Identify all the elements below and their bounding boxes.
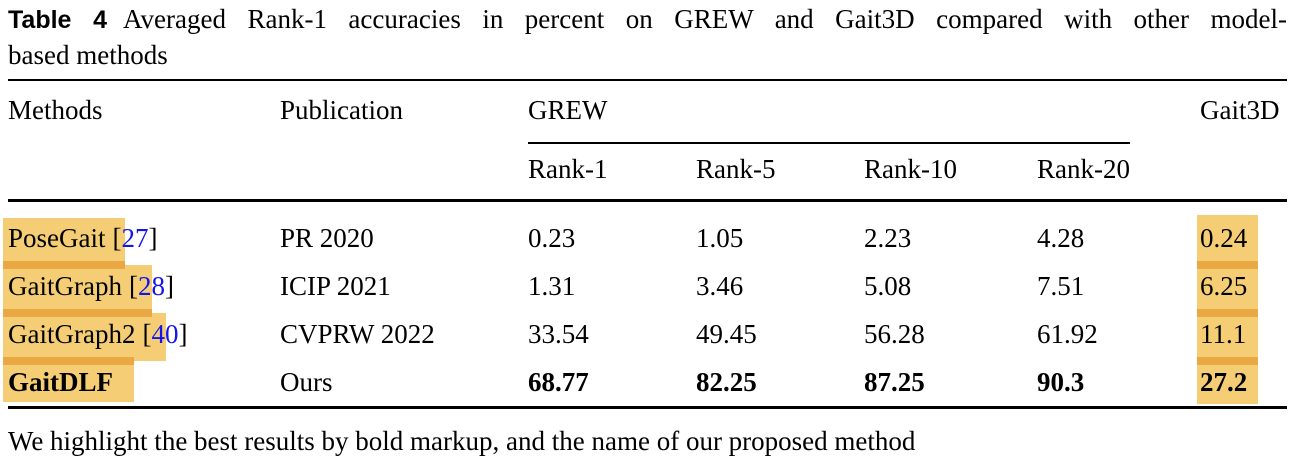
col-header-methods: Methods	[8, 95, 103, 125]
gait3d-value: 11.1	[1200, 319, 1247, 349]
highlight-method-gaitgraph	[3, 265, 152, 313]
rank5-value: 49.45	[696, 319, 757, 349]
table-row-ours: GaitDLF Ours 68.77 82.25 87.25 90.3 27.2	[0, 358, 1295, 406]
gait3d-value: 0.24	[1200, 223, 1248, 253]
citation-link[interactable]: 27	[121, 223, 149, 253]
rank10-value: 2.23	[864, 223, 912, 253]
table-row: PoseGait [27] PR 2020 0.23 1.05 2.23 4.28…	[0, 214, 1295, 262]
rank10-value: 56.28	[864, 319, 925, 349]
citation-link[interactable]: 28	[137, 271, 165, 301]
table-caption-label: Table 4	[8, 6, 108, 34]
highlight-gait3d-row2	[1197, 265, 1258, 313]
highlight-overlap-band	[1197, 309, 1258, 317]
rank1-value: 68.77	[528, 367, 589, 397]
col-header-rank5: Rank-5	[696, 154, 776, 184]
grew-span-rule	[528, 142, 1130, 144]
method-cell: PoseGait [27]	[8, 214, 280, 262]
method-name: GaitGraph2	[8, 319, 136, 349]
method-cell: GaitGraph2 [40]	[8, 310, 280, 358]
gait3d-value: 27.2	[1200, 367, 1248, 397]
citation: [28]	[128, 271, 174, 301]
table-row: GaitGraph2 [40] CVPRW 2022 33.54 49.45 56…	[0, 310, 1295, 358]
publication-value: Ours	[280, 367, 333, 397]
table-header-rule	[8, 199, 1287, 202]
col-header-grew: GREW	[528, 95, 608, 125]
highlight-method-gaitdlf	[3, 361, 134, 402]
rank5-value: 1.05	[696, 223, 744, 253]
rank5-value: 3.46	[696, 271, 744, 301]
method-cell: GaitDLF	[8, 358, 280, 406]
col-header-rank20: Rank-20	[1037, 154, 1130, 184]
highlight-gait3d-row3	[1197, 313, 1258, 361]
highlight-overlap-band	[1197, 357, 1258, 365]
method-cell: GaitGraph [28]	[8, 262, 280, 310]
table-caption-line1: Table 4 Averaged Rank-1 accuracies in per…	[8, 4, 1287, 35]
table-header-row: Methods Publication GREW Gait3D	[0, 90, 1295, 130]
publication-value: PR 2020	[280, 223, 374, 253]
col-header-gait3d: Gait3D	[1200, 95, 1280, 125]
highlight-gait3d-row4	[1197, 361, 1258, 404]
method-name: GaitDLF	[8, 367, 113, 397]
publication-value: CVPRW 2022	[280, 319, 435, 349]
rank1-value: 33.54	[528, 319, 589, 349]
rank20-value: 90.3	[1037, 367, 1085, 397]
rank5-value: 82.25	[696, 367, 757, 397]
highlight-overlap-band	[3, 357, 134, 365]
method-name: GaitGraph	[8, 271, 122, 301]
highlight-overlap-band	[3, 309, 152, 317]
publication-value: ICIP 2021	[280, 271, 391, 301]
table-row: GaitGraph [28] ICIP 2021 1.31 3.46 5.08 7…	[0, 262, 1295, 310]
table-caption-line2: based methods	[8, 40, 168, 70]
rank1-value: 0.23	[528, 223, 576, 253]
table-caption-text: Averaged Rank-1 accuracies in percent on…	[123, 4, 1287, 34]
col-header-rank10: Rank-10	[864, 154, 957, 184]
table-subheader-row: Rank-1 Rank-5 Rank-10 Rank-20	[0, 150, 1295, 188]
table-footnote: We highlight the best results by bold ma…	[8, 426, 916, 456]
highlight-gait3d-row1	[1197, 215, 1258, 265]
citation: [40]	[142, 319, 188, 349]
table-bottom-rule	[8, 406, 1287, 409]
rank10-value: 5.08	[864, 271, 912, 301]
rank20-value: 7.51	[1037, 271, 1085, 301]
highlight-method-posegait	[3, 218, 125, 265]
col-header-publication: Publication	[280, 95, 403, 125]
rank20-value: 4.28	[1037, 223, 1085, 253]
rank20-value: 61.92	[1037, 319, 1098, 349]
highlight-overlap-band	[3, 261, 125, 269]
highlight-overlap-band	[1197, 261, 1258, 269]
col-header-rank1: Rank-1	[528, 154, 608, 184]
citation-link[interactable]: 40	[151, 319, 179, 349]
rank10-value: 87.25	[864, 367, 925, 397]
table-top-rule	[8, 79, 1287, 81]
citation: [27]	[112, 223, 158, 253]
rank1-value: 1.31	[528, 271, 576, 301]
highlight-method-gaitgraph2	[3, 313, 166, 361]
gait3d-value: 6.25	[1200, 271, 1248, 301]
method-name: PoseGait	[8, 223, 106, 253]
